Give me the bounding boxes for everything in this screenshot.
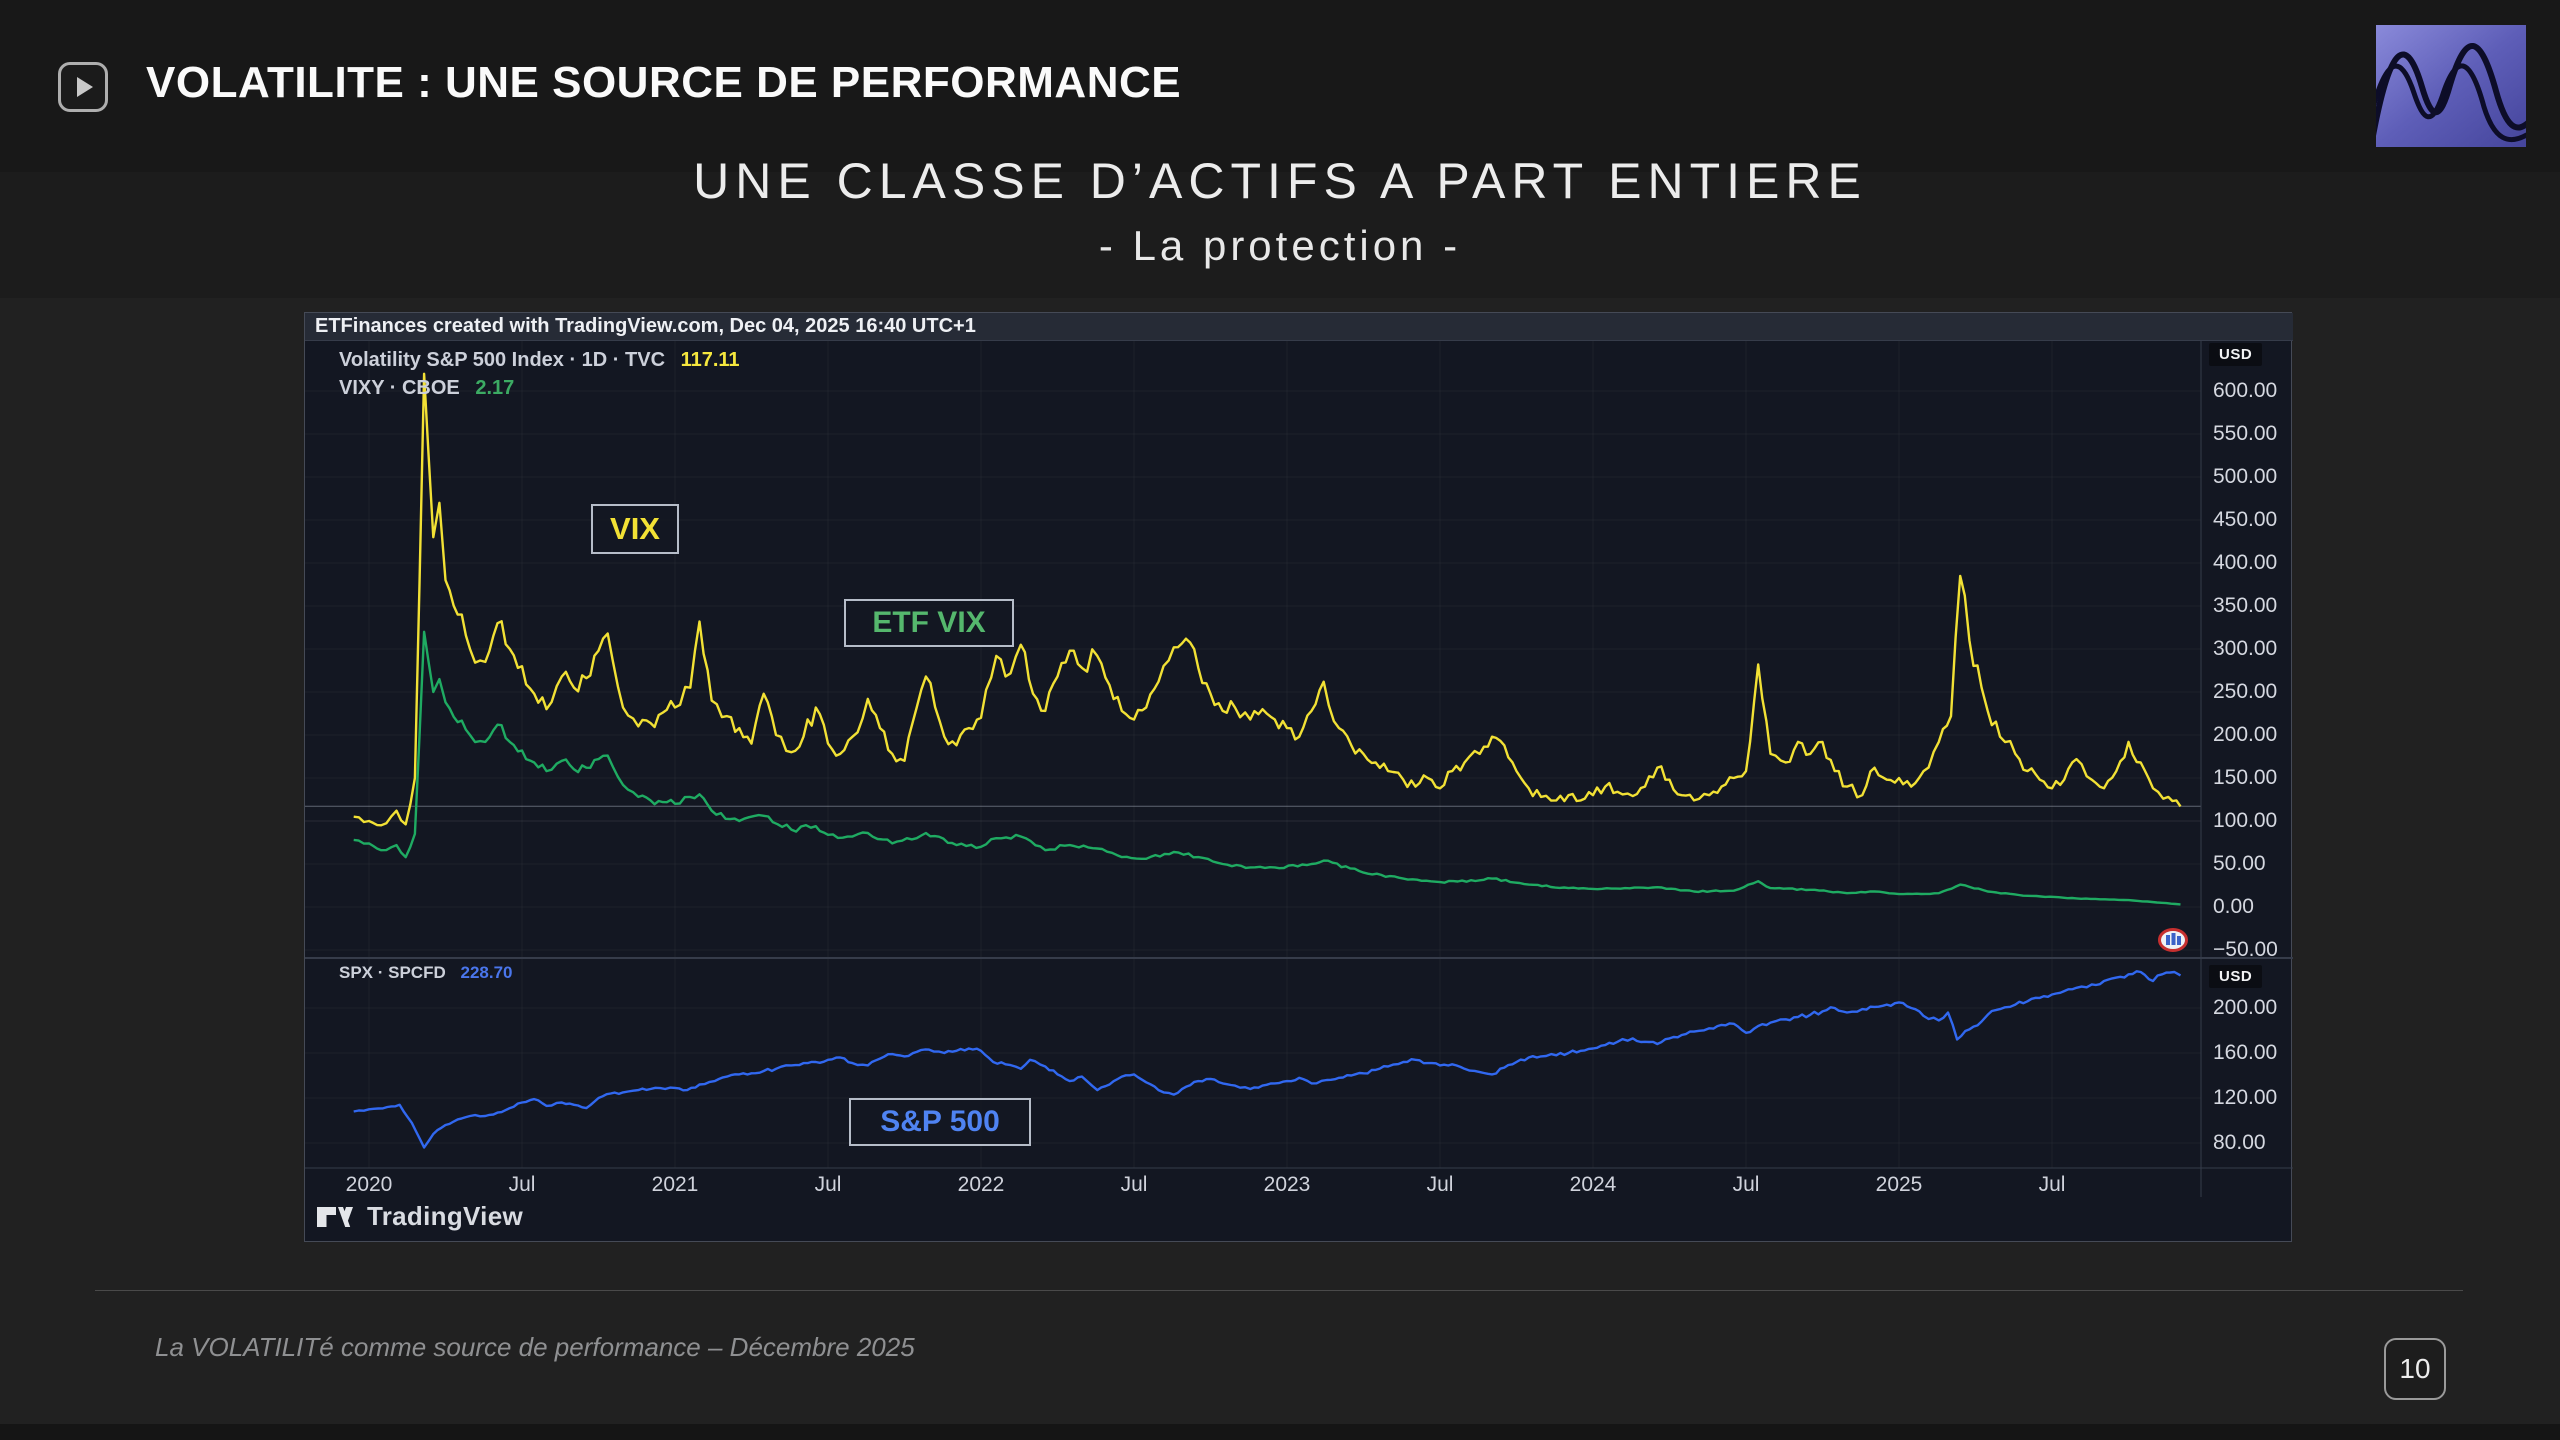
price-tick-label: 400.00 [2213,551,2278,574]
time-tick-label: 2021 [651,1173,699,1196]
time-tick-label: 2024 [1569,1173,1617,1196]
time-tick-label: Jul [2038,1173,2066,1196]
price-tick-label: 200.00 [2213,996,2278,1019]
flag-marker-icon[interactable] [2157,927,2189,958]
slide-subtitle-2: - La protection - [1098,222,1462,269]
subtitle-band [0,172,2560,298]
time-tick-label: Jul [1732,1173,1760,1196]
price-tick-label: 350.00 [2213,594,2278,617]
legend-spx-row[interactable]: SPX · SPCFD 228.70 [339,963,512,983]
price-tick-label: 100.00 [2213,809,2278,832]
legend-vix-row[interactable]: Volatility S&P 500 Index · 1D · TVC 117.… [339,349,740,372]
brand-waves-logo [2376,25,2526,147]
price-tick-label: 200.00 [2213,723,2278,746]
legend-vixy-value: 2.17 [475,377,515,399]
price-tick-label: 600.00 [2213,379,2278,402]
price-tick-label: 500.00 [2213,465,2278,488]
vix-series-label[interactable]: VIX [591,504,679,554]
chart-canvas[interactable] [305,313,2293,1243]
price-axis-currency-top[interactable]: USD [2209,343,2263,366]
legend-vixy-symbol: VIXY · CBOE [339,377,460,399]
page-number: 10 [2399,1353,2431,1384]
price-tick-label: 450.00 [2213,508,2278,531]
time-tick-label: Jul [814,1173,842,1196]
time-tick-label: Jul [1120,1173,1148,1196]
time-tick-label: 2022 [957,1173,1005,1196]
time-tick-label: 2025 [1875,1173,1923,1196]
etf-vix-series-label[interactable]: ETF VIX [844,599,1014,647]
legend-vixy-row[interactable]: VIXY · CBOE 2.17 [339,377,514,400]
play-button[interactable] [58,62,108,112]
legend-vix-value: 117.11 [680,349,740,371]
footer-divider [95,1290,2463,1291]
time-tick-label: 2023 [1263,1173,1311,1196]
play-icon [77,77,93,97]
sp500-series-label[interactable]: S&P 500 [849,1098,1031,1146]
price-tick-label: 160.00 [2213,1041,2278,1064]
price-tick-label: 550.00 [2213,422,2278,445]
chart-watermark-text: ETFinances created with TradingView.com,… [315,315,976,337]
price-tick-label: 50.00 [2213,852,2266,875]
price-tick-label: 0.00 [2213,895,2254,918]
bottom-strip [0,1424,2560,1440]
tradingview-chart-widget[interactable]: ETFinances created with TradingView.com,… [304,312,2293,1243]
price-tick-label: 80.00 [2213,1131,2266,1154]
price-tick-label: −50.00 [2213,938,2278,961]
legend-spx-symbol: SPX · SPCFD [339,963,446,982]
price-tick-label: 150.00 [2213,766,2278,789]
time-tick-label: Jul [508,1173,536,1196]
legend-spx-value: 228.70 [460,963,513,982]
tradingview-attribution[interactable]: TradingView [315,1201,523,1232]
header-band [0,0,2560,172]
time-tick-label: Jul [1426,1173,1454,1196]
price-tick-label: 250.00 [2213,680,2278,703]
price-axis-currency-bottom[interactable]: USD [2209,965,2263,988]
page-number-badge: 10 [2384,1338,2446,1400]
footer-caption: La VOLATILITé comme source de performanc… [155,1332,915,1362]
tradingview-attribution-text: TradingView [367,1201,523,1231]
time-tick-label: 2020 [345,1173,393,1196]
tradingview-logo-icon [317,1206,353,1227]
price-tick-label: 120.00 [2213,1086,2278,1109]
slide-title: VOLATILITE : UNE SOURCE DE PERFORMANCE [146,58,1182,107]
chart-watermark-bar: ETFinances created with TradingView.com,… [305,313,2293,341]
legend-vix-symbol: Volatility S&P 500 Index · 1D · TVC [339,349,666,371]
slide-subtitle: UNE CLASSE D’ACTIFS A PART ENTIERE [693,153,1867,209]
price-tick-label: 300.00 [2213,637,2278,660]
